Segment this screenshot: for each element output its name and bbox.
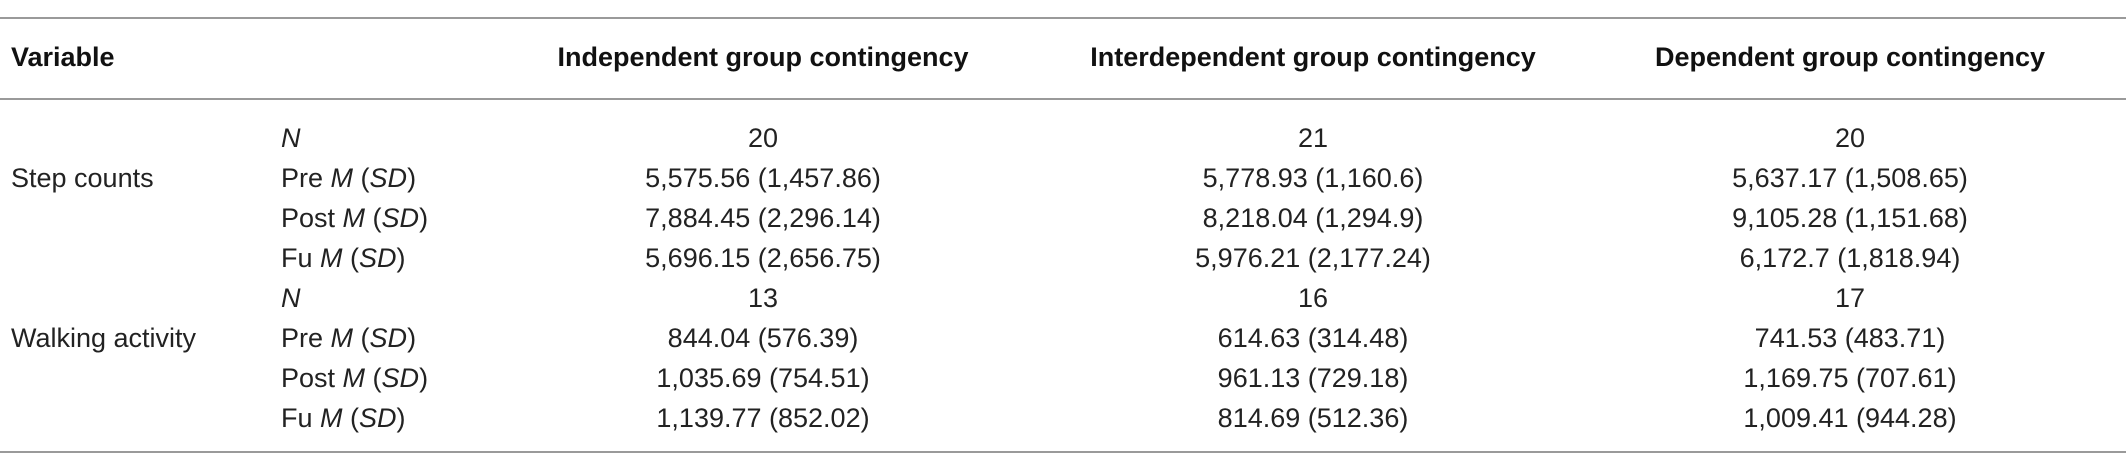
stat-sd: SD bbox=[359, 403, 397, 433]
table-bottom-rule bbox=[0, 451, 2126, 453]
table-row: Post M (SD) 7,884.45 (2,296.14) 8,218.04 (… bbox=[0, 198, 2126, 238]
stat-mean: M bbox=[330, 163, 354, 193]
value-dependent: 5,637.17 (1,508.65) bbox=[1732, 163, 1968, 193]
value-interdependent: 814.69 (512.36) bbox=[1217, 403, 1409, 433]
header-variable: Variable bbox=[11, 42, 115, 72]
value-interdependent: 8,218.04 (1,294.9) bbox=[1202, 203, 1424, 233]
value-dependent: 20 bbox=[1834, 123, 1866, 153]
value-interdependent: 5,778.93 (1,160.6) bbox=[1202, 163, 1424, 193]
value-dependent: 1,009.41 (944.28) bbox=[1743, 403, 1957, 433]
statistic-label: Post M (SD) bbox=[281, 203, 429, 233]
statistic-label: N bbox=[281, 118, 301, 158]
stat-timepoint: Fu bbox=[281, 403, 313, 433]
stat-mean: M bbox=[342, 203, 366, 233]
value-independent: 13 bbox=[747, 283, 779, 313]
value-independent: 7,884.45 (2,296.14) bbox=[645, 203, 881, 233]
value-dependent: 1,169.75 (707.61) bbox=[1743, 363, 1957, 393]
value-independent: 1,139.77 (852.02) bbox=[656, 403, 870, 433]
value-interdependent: 961.13 (729.18) bbox=[1217, 363, 1409, 393]
stat-sd: SD bbox=[369, 323, 408, 353]
value-interdependent: 16 bbox=[1297, 283, 1329, 313]
stat-sd: SD bbox=[381, 363, 420, 393]
statistic-label: N bbox=[281, 278, 301, 318]
value-interdependent: 21 bbox=[1297, 123, 1329, 153]
stat-timepoint: Pre bbox=[281, 163, 324, 193]
stat-sd: SD bbox=[359, 243, 397, 273]
table-row: N 13 16 17 bbox=[0, 278, 2126, 318]
stat-sd: SD bbox=[369, 163, 408, 193]
value-dependent: 17 bbox=[1834, 283, 1866, 313]
table-row: Walking activity Pre M (SD) 844.04 (576.39… bbox=[0, 318, 2126, 358]
value-independent: 20 bbox=[747, 123, 779, 153]
stat-mean: M bbox=[342, 363, 366, 393]
value-dependent: 6,172.7 (1,818.94) bbox=[1739, 243, 1961, 273]
stat-mean: M bbox=[320, 243, 343, 273]
stat-timepoint: Post bbox=[281, 363, 336, 393]
stat-mean: M bbox=[330, 323, 354, 353]
table-row: N 20 21 20 bbox=[0, 118, 2126, 158]
table-header: Variable Independent group contingency I… bbox=[0, 17, 2126, 98]
statistic-label: Fu M (SD) bbox=[281, 403, 406, 433]
stat-n: N bbox=[281, 123, 301, 153]
variable-label: Step counts bbox=[11, 163, 154, 193]
variable-label: Walking activity bbox=[11, 323, 197, 353]
value-independent: 844.04 (576.39) bbox=[667, 323, 859, 353]
table-row: Step counts Pre M (SD) 5,575.56 (1,457.86)… bbox=[0, 158, 2126, 198]
stat-timepoint: Post bbox=[281, 203, 336, 233]
header-interdependent-group: Interdependent group contingency bbox=[1090, 42, 1536, 72]
statistic-label: Post M (SD) bbox=[281, 363, 429, 393]
table-body: N 20 21 20 Step counts Pre M (SD) 5,575.56 (1,… bbox=[0, 118, 2126, 438]
statistic-label: Pre M (SD) bbox=[281, 163, 417, 193]
value-independent: 5,575.56 (1,457.86) bbox=[645, 163, 881, 193]
table-row: Fu M (SD) 5,696.15 (2,656.75) 5,976.21 (2,… bbox=[0, 238, 2126, 278]
value-interdependent: 614.63 (314.48) bbox=[1217, 323, 1409, 353]
statistic-label: Pre M (SD) bbox=[281, 323, 417, 353]
stat-n: N bbox=[281, 283, 301, 313]
stat-mean: M bbox=[320, 403, 343, 433]
table-row: Post M (SD) 1,035.69 (754.51) 961.13 (729.… bbox=[0, 358, 2126, 398]
table-header-rule bbox=[0, 98, 2126, 100]
value-dependent: 9,105.28 (1,151.68) bbox=[1732, 203, 1968, 233]
stat-sd: SD bbox=[381, 203, 420, 233]
value-independent: 5,696.15 (2,656.75) bbox=[645, 243, 881, 273]
value-dependent: 741.53 (483.71) bbox=[1754, 323, 1946, 353]
stat-timepoint: Pre bbox=[281, 323, 324, 353]
statistic-label: Fu M (SD) bbox=[281, 243, 406, 273]
value-interdependent: 5,976.21 (2,177.24) bbox=[1195, 243, 1431, 273]
stat-timepoint: Fu bbox=[281, 243, 313, 273]
table-top-rule bbox=[0, 17, 2126, 19]
header-dependent-group: Dependent group contingency bbox=[1654, 42, 2045, 72]
table-row: Fu M (SD) 1,139.77 (852.02) 814.69 (512.36… bbox=[0, 398, 2126, 438]
header-independent-group: Independent group contingency bbox=[557, 42, 969, 72]
value-independent: 1,035.69 (754.51) bbox=[656, 363, 870, 393]
